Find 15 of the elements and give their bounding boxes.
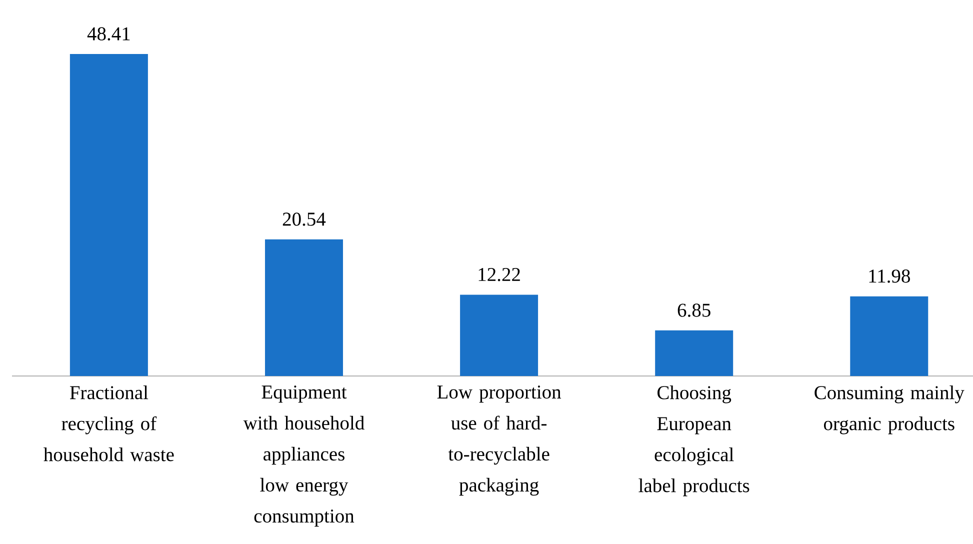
bar <box>460 294 538 376</box>
bar <box>850 296 928 376</box>
x-tick-label: Fractional recycling of household waste <box>44 386 174 462</box>
data-label: 11.98 <box>869 270 910 283</box>
x-tick-label: Consuming mainly organic products <box>814 386 964 434</box>
data-label: 48.41 <box>87 27 130 40</box>
data-label: 6.85 <box>678 304 710 317</box>
x-tick-label: Equipment with household appliances low energy consumption <box>243 386 364 527</box>
x-tick-label: Low proportion use of hard-to-recyclable packaging <box>437 386 562 496</box>
x-tick-label: Choosing European ecological label products <box>638 386 750 496</box>
bar <box>264 239 343 376</box>
bar <box>70 54 148 376</box>
data-label: 12.22 <box>478 268 520 282</box>
data-label: 20.54 <box>282 212 326 226</box>
bar <box>655 330 734 376</box>
